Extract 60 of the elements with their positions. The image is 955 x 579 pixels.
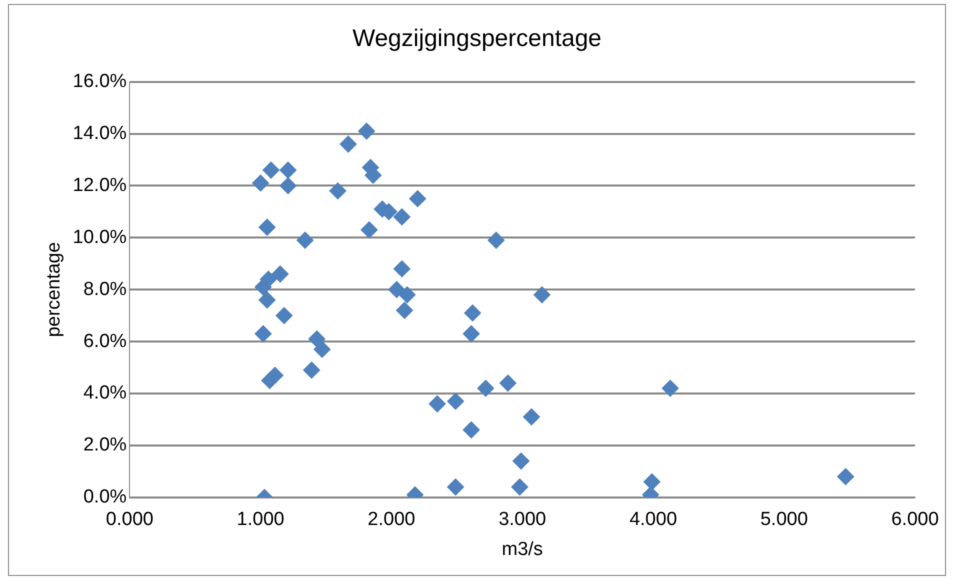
point <box>280 177 297 194</box>
point <box>329 182 346 200</box>
point <box>393 208 410 226</box>
point <box>511 478 528 496</box>
point <box>262 162 280 179</box>
point <box>837 468 854 486</box>
y-tick-label: 16.0% <box>72 71 127 92</box>
point <box>512 452 530 470</box>
point <box>258 291 276 308</box>
point <box>280 162 297 179</box>
y-tick-label: 10.0% <box>72 226 127 248</box>
point <box>488 232 505 249</box>
x-tick-label: 0.000 <box>106 509 154 530</box>
point <box>276 307 293 324</box>
point <box>314 340 331 358</box>
point <box>296 232 314 249</box>
point <box>409 190 426 208</box>
point <box>340 136 357 153</box>
point <box>260 270 277 288</box>
point <box>358 122 376 140</box>
x-tick-label: 4.000 <box>629 509 677 530</box>
point <box>272 266 289 283</box>
point <box>464 304 482 322</box>
y-tick-label: 0.0% <box>83 486 127 508</box>
x-axis-title: m3/s <box>502 538 543 560</box>
point <box>393 260 410 278</box>
point <box>303 362 320 379</box>
point <box>428 395 446 412</box>
x-tick-label: 3.000 <box>498 509 546 530</box>
y-tick-label: 14.0% <box>72 122 127 144</box>
point <box>462 421 480 438</box>
point <box>308 330 326 348</box>
point <box>643 473 660 490</box>
x-tick-label: 5.000 <box>760 509 808 530</box>
y-tick-label: 12.0% <box>72 174 127 196</box>
y-tick-label: 6.0% <box>83 330 127 352</box>
point <box>254 325 272 342</box>
x-tick-label: 6.000 <box>891 509 939 530</box>
point <box>252 174 270 192</box>
point <box>462 325 480 342</box>
point <box>261 372 278 390</box>
point <box>477 380 494 397</box>
y-tick-label: 4.0% <box>83 382 127 404</box>
point <box>523 408 540 426</box>
x-tick-label: 1.000 <box>236 509 284 530</box>
point <box>360 221 378 238</box>
point <box>662 380 679 397</box>
point <box>447 392 464 410</box>
point <box>396 302 414 319</box>
y-axis-title: percentage <box>44 242 65 338</box>
x-tick-label: 2.000 <box>368 509 416 530</box>
point <box>499 374 516 392</box>
point <box>258 218 276 236</box>
chart-title: Wegzijgingspercentage <box>352 25 602 52</box>
y-tick-label: 8.0% <box>83 278 127 300</box>
y-tick-label: 2.0% <box>83 434 127 456</box>
point <box>533 286 550 304</box>
point <box>388 281 406 298</box>
point <box>398 286 416 304</box>
point <box>447 478 464 496</box>
